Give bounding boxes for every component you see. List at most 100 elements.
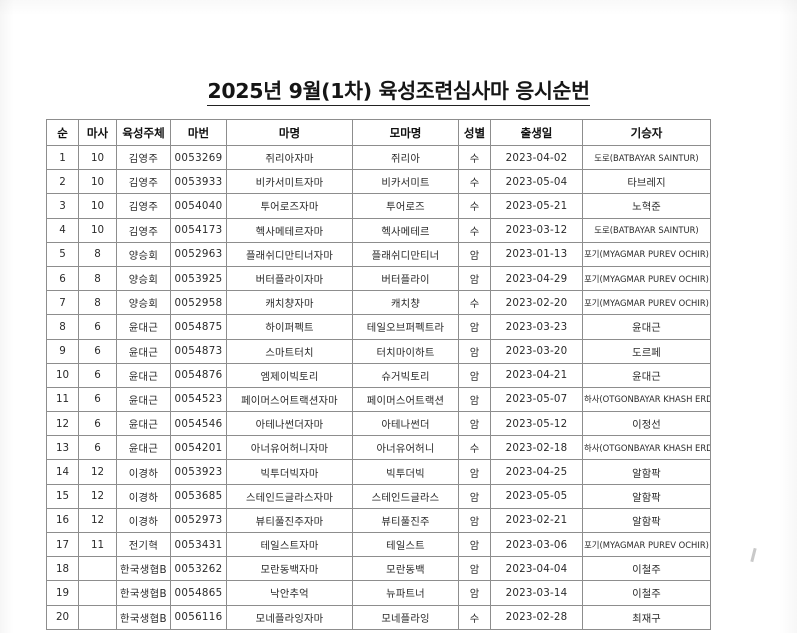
cell-dam: 플래쉬디만티너 (352, 241, 459, 267)
cell-stable: 11 (78, 531, 117, 558)
table-row: 8 6 윤대근 0054875 하이퍼펙트 테일오브퍼펙트라 암 2023-03-23 윤대근 (46, 314, 711, 340)
cell-birth: 2023-04-29 (490, 265, 583, 292)
cell-no: 16 (46, 507, 79, 534)
cell-owner: 윤대근 (116, 386, 171, 413)
cell-sex: 수 (458, 290, 491, 316)
cell-dam: 투어로즈 (352, 193, 459, 219)
cell-no: 2 (46, 169, 79, 195)
cell-stable: 10 (78, 193, 117, 219)
cell-sex: 암 (458, 411, 491, 437)
cell-horse: 헥사메테르자마 (226, 217, 353, 243)
cell-horse: 아테나썬더자마 (226, 411, 353, 437)
cell-no: 6 (46, 265, 79, 292)
cell-birth: 2023-03-20 (490, 338, 583, 364)
roster-table: 순 마사 육성주체 마번 마명 모마명 성별 출생일 기승자 1 10 김영주 005… (46, 119, 711, 630)
cell-dam: 슈거빅토리 (352, 362, 459, 388)
cell-no: 5 (46, 241, 79, 267)
table-row: 11 6 윤대근 0054523 페이머스어트랙션자마 페이머스어트랙션 암 2023-05-… (46, 386, 711, 413)
cell-horse: 버터플라이자마 (226, 265, 353, 292)
cell-no: 10 (46, 362, 79, 388)
cell-birth: 2023-04-02 (490, 144, 583, 171)
cell-dam: 페이머스어트랙션 (352, 386, 459, 413)
cell-horse: 캐치챵자마 (226, 290, 353, 316)
cell-sex: 수 (458, 169, 491, 195)
cell-horse: 아너유어허니자마 (226, 435, 353, 461)
cell-owner: 한국생협B (116, 556, 171, 582)
cell-dam: 아너유어허니 (352, 435, 459, 461)
cell-rider: 포기(MYAGMAR PUREV OCHIR) (582, 531, 711, 558)
cell-birth: 2023-05-04 (490, 169, 583, 195)
cell-no: 1 (46, 144, 79, 171)
page-title: 2025년 9월(1차) 육성조련심사마 응시순번 (0, 74, 797, 106)
cell-sex: 수 (458, 604, 491, 630)
column-header-birth: 출생일 (490, 119, 583, 146)
cell-birth: 2023-03-06 (490, 531, 583, 558)
column-header-stable: 마사 (78, 119, 117, 146)
table-row: 9 6 윤대근 0054873 스마트터치 터치마이하트 암 2023-03-20 도르페 (46, 338, 711, 364)
cell-birth: 2023-03-23 (490, 314, 583, 340)
cell-sex: 수 (458, 144, 491, 171)
cell-stable: 8 (78, 241, 117, 267)
cell-regno: 0052963 (170, 241, 227, 267)
cell-dam: 뉴파트너 (352, 580, 459, 606)
cell-stable: 6 (78, 411, 117, 437)
cell-stable: 10 (78, 169, 117, 195)
cell-rider: 타브레지 (582, 169, 711, 195)
cell-dam: 터치마이하트 (352, 338, 459, 364)
cell-rider: 이철주 (582, 556, 711, 582)
cell-regno: 0054523 (170, 386, 227, 413)
table-header-row: 순 마사 육성주체 마번 마명 모마명 성별 출생일 기승자 (46, 119, 711, 146)
cell-owner: 양승회 (116, 265, 171, 292)
cell-regno: 0054173 (170, 217, 227, 243)
cell-owner: 윤대근 (116, 362, 171, 388)
cell-owner: 윤대근 (116, 435, 171, 461)
table-row: 15 12 이경하 0053685 스테인드글라스자마 스테인드글라스 암 2023-05-0… (46, 483, 711, 509)
cell-rider: 최재구 (582, 604, 711, 630)
cell-no: 13 (46, 435, 79, 461)
cell-stable (78, 580, 117, 606)
cell-birth: 2023-05-05 (490, 483, 583, 509)
column-header-dam: 모마명 (352, 119, 459, 146)
cell-sex: 수 (458, 217, 491, 243)
roster-table-container: 순 마사 육성주체 마번 마명 모마명 성별 출생일 기승자 1 10 김영주 005… (46, 119, 711, 630)
cell-dam: 헥사메테르 (352, 217, 459, 243)
cell-no: 15 (46, 483, 79, 509)
cell-sex: 암 (458, 314, 491, 340)
cell-horse: 하이퍼펙트 (226, 314, 353, 340)
scan-artifact-mark (750, 547, 757, 563)
cell-horse: 테일스트자마 (226, 531, 353, 558)
cell-owner: 한국생협B (116, 604, 171, 630)
cell-no: 12 (46, 411, 79, 437)
cell-no: 17 (46, 531, 79, 558)
cell-no: 4 (46, 217, 79, 243)
column-header-rider: 기승자 (582, 119, 711, 146)
cell-stable (78, 556, 117, 582)
cell-stable: 12 (78, 459, 117, 485)
cell-horse: 쥐리아자마 (226, 144, 353, 171)
cell-birth: 2023-04-21 (490, 362, 583, 388)
column-header-sex: 성별 (458, 119, 491, 146)
cell-stable: 8 (78, 265, 117, 292)
cell-horse: 투어로즈자마 (226, 193, 353, 219)
cell-rider: 알함팍 (582, 483, 711, 509)
cell-birth: 2023-02-20 (490, 290, 583, 316)
table-row: 1 10 김영주 0053269 쥐리아자마 쥐리아 수 2023-04-02 도로(BATBA… (46, 144, 711, 171)
cell-regno: 0053925 (170, 265, 227, 292)
cell-rider: 도로(BATBAYAR SAINTUR) (582, 144, 711, 171)
cell-rider: 포기(MYAGMAR PUREV OCHIR) (582, 241, 711, 267)
cell-rider: 도로(BATBAYAR SAINTUR) (582, 217, 711, 243)
cell-regno: 0053431 (170, 531, 227, 558)
cell-sex: 암 (458, 265, 491, 292)
cell-horse: 뷰티풀진주자마 (226, 507, 353, 534)
cell-owner: 윤대근 (116, 338, 171, 364)
column-header-regno: 마번 (170, 119, 227, 146)
cell-dam: 빅투더빅 (352, 459, 459, 485)
cell-regno: 0054546 (170, 411, 227, 437)
cell-no: 8 (46, 314, 79, 340)
cell-owner: 양승회 (116, 290, 171, 316)
cell-rider: 이철주 (582, 580, 711, 606)
cell-birth: 2023-05-21 (490, 193, 583, 219)
cell-regno: 0054201 (170, 435, 227, 461)
cell-stable: 10 (78, 217, 117, 243)
cell-no: 14 (46, 459, 79, 485)
